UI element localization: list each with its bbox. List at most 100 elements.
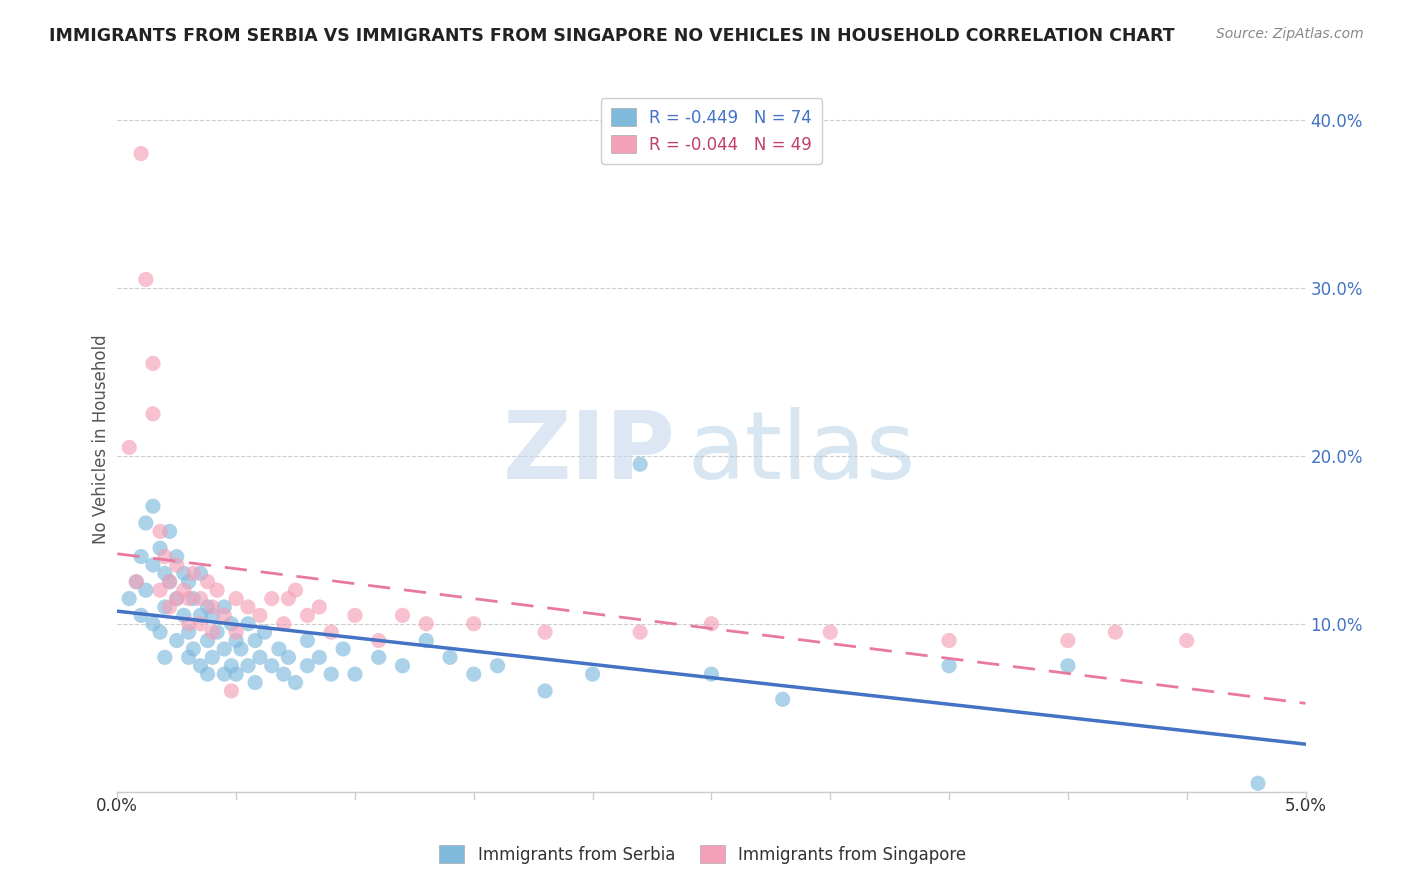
Point	[297, 633, 319, 648]
Y-axis label: No Vehicles in Household: No Vehicles in Household	[93, 334, 110, 544]
Point	[367, 650, 389, 665]
Point	[197, 667, 219, 681]
Point	[221, 684, 243, 698]
Point	[201, 650, 224, 665]
Point	[201, 608, 224, 623]
Point	[236, 658, 259, 673]
Point	[439, 650, 461, 665]
Point	[142, 356, 165, 370]
Point	[284, 583, 307, 598]
Point	[277, 591, 299, 606]
Point	[243, 675, 266, 690]
Point	[159, 524, 181, 539]
Point	[190, 608, 212, 623]
Point	[135, 583, 157, 598]
Point	[159, 574, 181, 589]
Text: atlas: atlas	[688, 407, 915, 500]
Text: Source: ZipAtlas.com: Source: ZipAtlas.com	[1216, 27, 1364, 41]
Point	[581, 667, 603, 681]
Point	[225, 625, 247, 640]
Point	[197, 633, 219, 648]
Text: ZIP: ZIP	[503, 407, 676, 500]
Point	[149, 625, 172, 640]
Point	[118, 441, 141, 455]
Point	[321, 625, 343, 640]
Point	[267, 642, 290, 657]
Point	[391, 658, 413, 673]
Point	[534, 684, 557, 698]
Legend: R = -0.449   N = 74, R = -0.044   N = 49: R = -0.449 N = 74, R = -0.044 N = 49	[600, 98, 823, 164]
Point	[628, 457, 651, 471]
Point	[260, 591, 283, 606]
Point	[273, 667, 295, 681]
Point	[129, 549, 152, 564]
Point	[142, 407, 165, 421]
Point	[197, 574, 219, 589]
Point	[229, 642, 252, 657]
Point	[142, 616, 165, 631]
Point	[938, 633, 960, 648]
Point	[183, 591, 205, 606]
Point	[153, 549, 176, 564]
Point	[260, 658, 283, 673]
Point	[772, 692, 794, 706]
Point	[129, 146, 152, 161]
Point	[166, 591, 188, 606]
Point	[486, 658, 509, 673]
Point	[149, 541, 172, 556]
Point	[183, 642, 205, 657]
Point	[205, 583, 228, 598]
Point	[173, 566, 195, 581]
Point	[225, 667, 247, 681]
Point	[628, 625, 651, 640]
Point	[1057, 633, 1080, 648]
Point	[190, 591, 212, 606]
Point	[818, 625, 841, 640]
Point	[212, 599, 235, 614]
Point	[221, 658, 243, 673]
Point	[135, 272, 157, 286]
Point	[236, 616, 259, 631]
Point	[212, 642, 235, 657]
Point	[534, 625, 557, 640]
Point	[125, 574, 148, 589]
Point	[277, 650, 299, 665]
Point	[700, 667, 723, 681]
Point	[166, 549, 188, 564]
Point	[183, 566, 205, 581]
Point	[177, 574, 200, 589]
Point	[153, 599, 176, 614]
Point	[201, 599, 224, 614]
Point	[159, 599, 181, 614]
Point	[173, 608, 195, 623]
Point	[253, 625, 276, 640]
Point	[166, 591, 188, 606]
Point	[153, 650, 176, 665]
Point	[297, 608, 319, 623]
Point	[463, 616, 485, 631]
Point	[190, 658, 212, 673]
Point	[135, 516, 157, 530]
Point	[201, 625, 224, 640]
Point	[225, 633, 247, 648]
Point	[153, 566, 176, 581]
Point	[221, 616, 243, 631]
Point	[343, 608, 366, 623]
Point	[308, 650, 330, 665]
Point	[177, 625, 200, 640]
Point	[142, 499, 165, 513]
Point	[212, 608, 235, 623]
Point	[118, 591, 141, 606]
Point	[297, 658, 319, 673]
Point	[166, 633, 188, 648]
Point	[212, 667, 235, 681]
Point	[149, 583, 172, 598]
Point	[197, 599, 219, 614]
Point	[125, 574, 148, 589]
Point	[159, 574, 181, 589]
Point	[391, 608, 413, 623]
Point	[463, 667, 485, 681]
Point	[149, 524, 172, 539]
Point	[700, 616, 723, 631]
Point	[415, 616, 437, 631]
